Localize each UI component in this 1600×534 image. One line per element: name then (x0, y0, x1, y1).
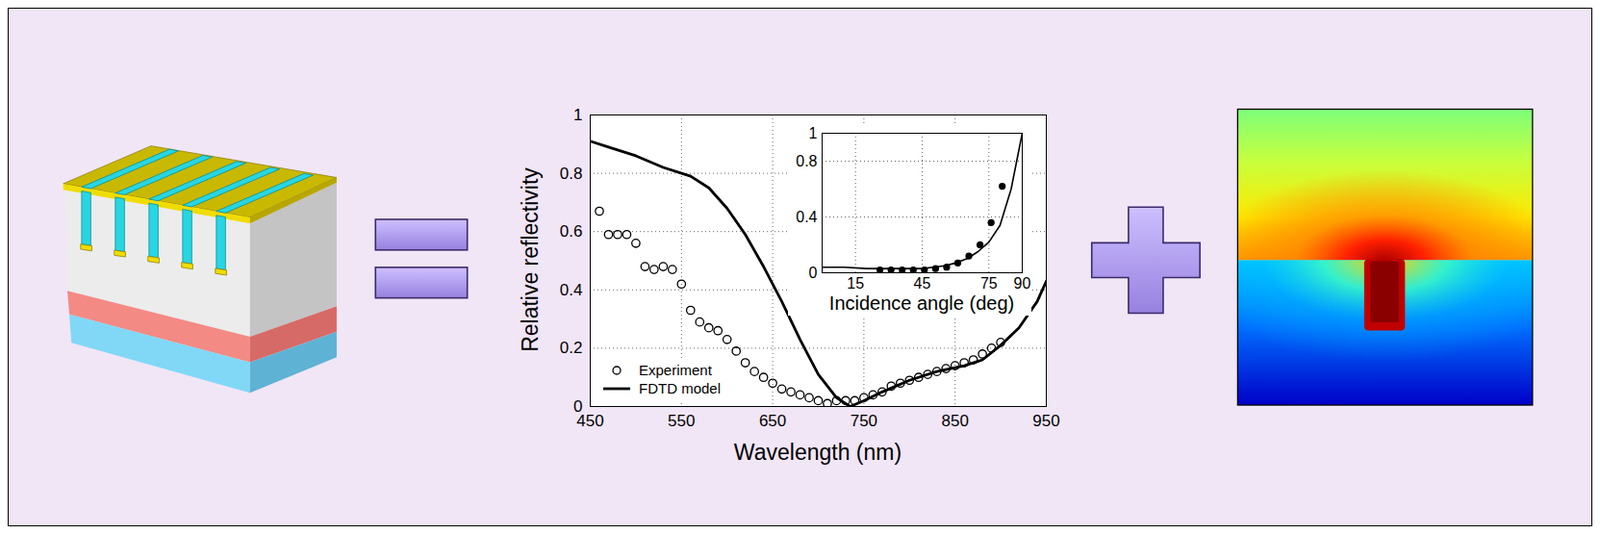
html-text:Experiment: Experiment (638, 361, 712, 379)
html-text:Relative reflectivity: Relative reflectivity (517, 167, 543, 353)
svg-text:0.6: 0.6 (559, 222, 584, 241)
svg-text:950: 950 (1032, 411, 1060, 431)
html-text:FDTD model: FDTD model (638, 380, 721, 397)
html-text:Incidence angle (deg): Incidence angle (deg) (829, 292, 1015, 314)
svg-text:850: 850 (941, 411, 969, 431)
svg-text:0.8: 0.8 (559, 164, 584, 183)
svg-text:0.4: 0.4 (795, 208, 817, 226)
svg-text:90: 90 (1014, 275, 1032, 292)
svg-text:1: 1 (573, 105, 583, 125)
svg-text:450: 450 (576, 411, 604, 431)
svg-text:650: 650 (759, 411, 787, 431)
svg-text:15: 15 (846, 275, 864, 292)
svg-text:550: 550 (667, 411, 695, 431)
svg-text:750: 750 (850, 411, 878, 431)
svg-text:0: 0 (573, 397, 583, 416)
html-text:Wavelength (nm): Wavelength (nm) (733, 439, 902, 465)
svg-text:0: 0 (809, 264, 818, 281)
svg-text:75: 75 (980, 275, 998, 292)
svg-text:0.8: 0.8 (795, 152, 817, 170)
svg-text:0.4: 0.4 (559, 280, 584, 300)
svg-text:1: 1 (809, 125, 818, 142)
svg-text:0.2: 0.2 (559, 338, 584, 357)
svg-text:45: 45 (914, 275, 932, 292)
